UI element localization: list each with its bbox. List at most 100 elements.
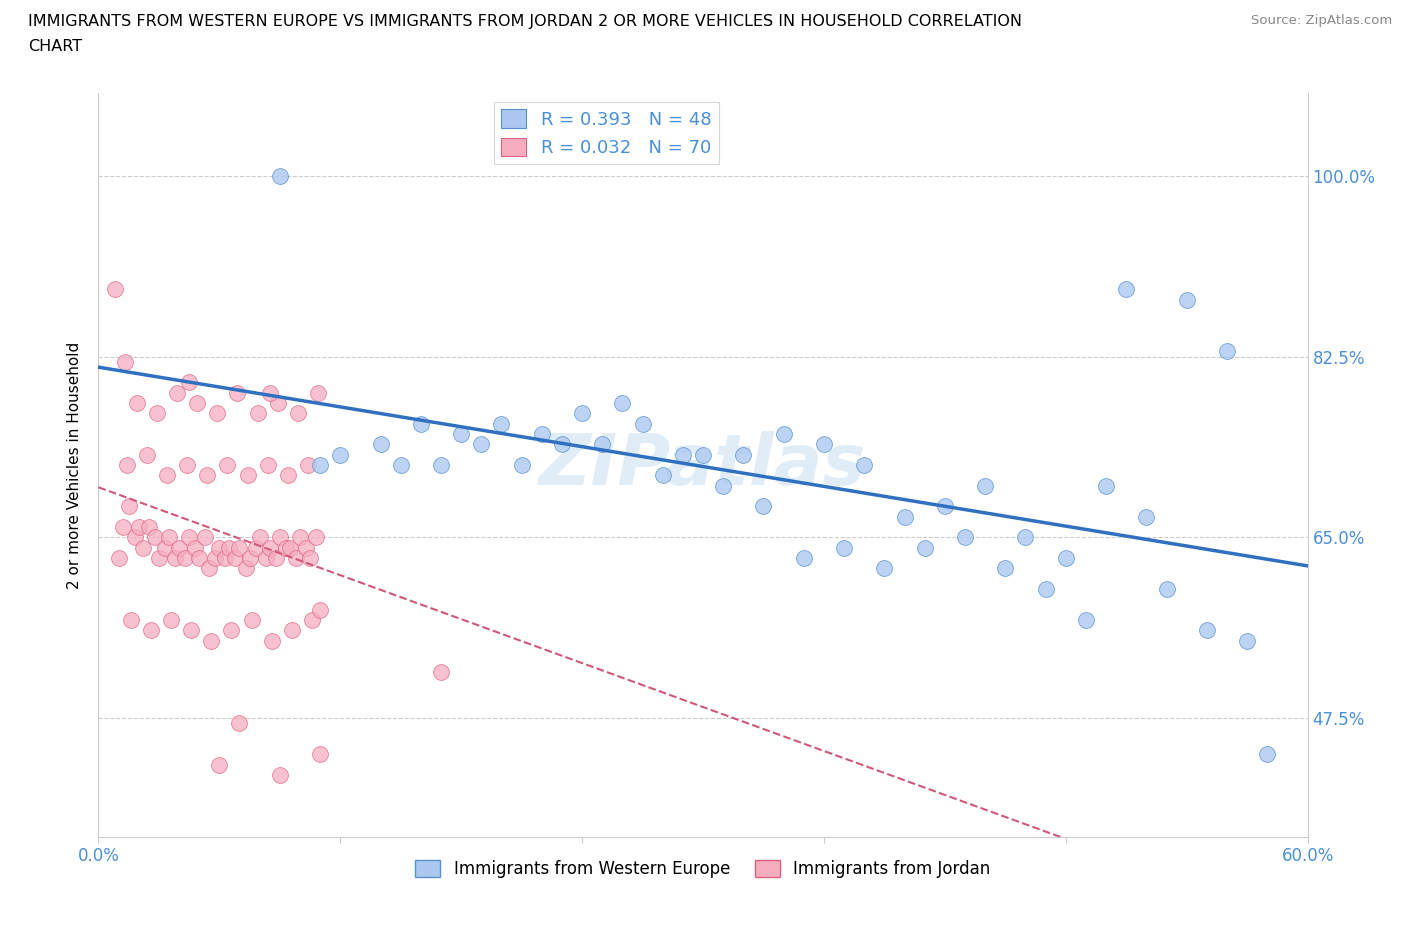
Point <box>269 530 291 545</box>
Point <box>813 437 835 452</box>
Point <box>284 551 307 565</box>
Point <box>281 623 304 638</box>
Point <box>208 540 231 555</box>
Point <box>125 395 148 410</box>
Point <box>207 405 229 420</box>
Point <box>1216 344 1239 359</box>
Point <box>167 540 190 555</box>
Point <box>120 613 142 628</box>
Point <box>195 468 218 483</box>
Point <box>208 757 231 772</box>
Point <box>832 540 855 555</box>
Point <box>934 498 956 513</box>
Point <box>591 437 613 452</box>
Point <box>218 540 240 555</box>
Point <box>224 551 246 565</box>
Point <box>239 551 262 565</box>
Point <box>1175 292 1198 307</box>
Legend: Immigrants from Western Europe, Immigrants from Jordan: Immigrants from Western Europe, Immigran… <box>409 853 997 884</box>
Point <box>1115 282 1137 297</box>
Text: Source: ZipAtlas.com: Source: ZipAtlas.com <box>1251 14 1392 27</box>
Point <box>249 530 271 545</box>
Point <box>176 458 198 472</box>
Point <box>198 561 221 576</box>
Point <box>194 530 217 545</box>
Point <box>246 405 269 420</box>
Point <box>491 417 513 432</box>
Point <box>287 405 309 420</box>
Point <box>153 540 176 555</box>
Point <box>288 530 311 545</box>
Point <box>974 478 997 493</box>
Point <box>118 498 141 513</box>
Point <box>240 613 263 628</box>
Point <box>309 458 332 472</box>
Point <box>217 458 239 472</box>
Point <box>103 282 125 297</box>
Point <box>571 405 593 420</box>
Point <box>245 540 267 555</box>
Point <box>953 530 976 545</box>
Point <box>236 468 259 483</box>
Point <box>166 385 188 400</box>
Point <box>309 747 332 762</box>
Y-axis label: 2 or more Vehicles in Household: 2 or more Vehicles in Household <box>67 341 83 589</box>
Point <box>510 458 533 472</box>
Point <box>111 520 134 535</box>
Point <box>329 447 352 462</box>
Point <box>226 385 249 400</box>
Point <box>1135 510 1157 525</box>
Point <box>174 551 197 565</box>
Point <box>256 458 278 472</box>
Point <box>551 437 574 452</box>
Point <box>301 613 323 628</box>
Point <box>277 468 299 483</box>
Point <box>180 623 202 638</box>
Point <box>733 447 755 462</box>
Point <box>148 551 170 565</box>
Point <box>651 468 673 483</box>
Point <box>254 551 277 565</box>
Point <box>135 447 157 462</box>
Point <box>259 540 281 555</box>
Point <box>873 561 896 576</box>
Point <box>994 561 1017 576</box>
Point <box>204 551 226 565</box>
Point <box>156 468 179 483</box>
Text: ZIPatlas: ZIPatlas <box>540 431 866 499</box>
Point <box>128 520 150 535</box>
Point <box>267 395 290 410</box>
Point <box>672 447 695 462</box>
Point <box>1195 623 1218 638</box>
Point <box>132 540 155 555</box>
Point <box>409 417 432 432</box>
Point <box>115 458 138 472</box>
Point <box>853 458 876 472</box>
Point <box>793 551 815 565</box>
Point <box>146 405 169 420</box>
Point <box>914 540 936 555</box>
Point <box>1156 581 1178 596</box>
Point <box>264 551 287 565</box>
Point <box>179 375 201 390</box>
Point <box>278 540 301 555</box>
Point <box>143 530 166 545</box>
Point <box>389 458 412 472</box>
Point <box>309 603 332 618</box>
Point <box>107 551 129 565</box>
Point <box>221 623 243 638</box>
Text: CHART: CHART <box>28 39 82 54</box>
Point <box>235 561 257 576</box>
Point <box>295 540 318 555</box>
Point <box>274 540 297 555</box>
Point <box>184 540 207 555</box>
Point <box>186 395 208 410</box>
Point <box>228 540 250 555</box>
Point <box>269 168 291 183</box>
Point <box>307 385 329 400</box>
Point <box>228 716 250 731</box>
Point <box>139 623 162 638</box>
Point <box>163 551 186 565</box>
Text: IMMIGRANTS FROM WESTERN EUROPE VS IMMIGRANTS FROM JORDAN 2 OR MORE VEHICLES IN H: IMMIGRANTS FROM WESTERN EUROPE VS IMMIGR… <box>28 14 1022 29</box>
Point <box>631 417 654 432</box>
